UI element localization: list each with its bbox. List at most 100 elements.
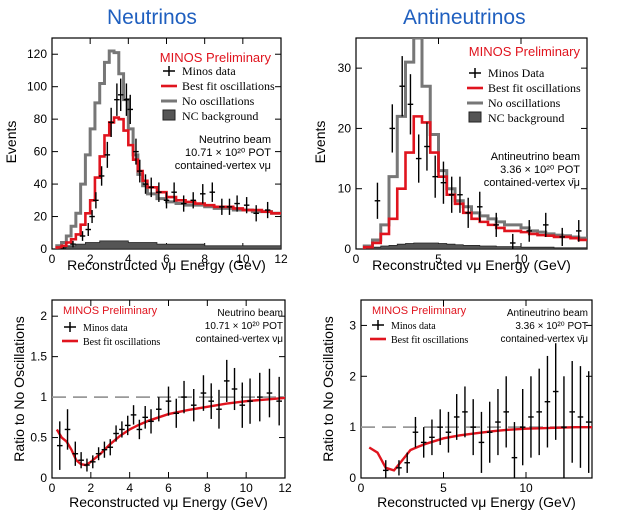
y-tick-label: 1 [40, 390, 47, 404]
data-point [171, 182, 177, 202]
legend-item: NC background [468, 111, 564, 125]
data-point [519, 389, 526, 466]
x-tick-label: 10 [239, 481, 253, 495]
data-point [200, 184, 206, 204]
legend-item: NC background [162, 109, 258, 123]
x-tick-label: 10 [236, 252, 250, 266]
legend-label: No oscillations [488, 96, 561, 110]
data-point [124, 415, 131, 436]
y-tick-label: 40 [34, 177, 48, 191]
data-point [536, 368, 542, 456]
preliminary-label: MINOS Preliminary [372, 305, 467, 317]
y-tick-label: 20 [34, 210, 48, 224]
data-point [544, 355, 551, 448]
data-point [101, 441, 108, 458]
data-point [247, 378, 253, 424]
data-point [89, 455, 96, 469]
neutrinos-title: Neutrinos [107, 6, 197, 29]
data-point [219, 198, 225, 215]
legend-item: Minos data [163, 64, 236, 78]
y-tick-label: 0 [40, 471, 47, 485]
beam-info-line: Antineutrino beam [491, 151, 580, 163]
x-tick-label: 10 [514, 252, 528, 266]
x-axis-label: Reconstructed νμ Energy (GeV) [69, 494, 268, 510]
y-tick-label: 10 [338, 182, 352, 196]
data-point [476, 191, 483, 222]
data-point [84, 458, 90, 472]
y-tick-label: 0 [349, 471, 356, 485]
y-tick-label: 3 [349, 318, 356, 332]
data-point [130, 405, 137, 425]
y-tick-label: 80 [34, 112, 48, 126]
data-point [585, 371, 592, 473]
x-tick-label: 12 [278, 481, 292, 495]
data-point [117, 78, 124, 112]
data-point [575, 220, 582, 242]
x-tick-label: 0 [49, 481, 56, 495]
data-point [136, 419, 143, 440]
x-tick-label: 0 [358, 481, 365, 495]
y-tick-label: 60 [34, 145, 48, 159]
data-point [123, 83, 130, 116]
beam-info-line: contained-vertex ν̄μ [501, 334, 589, 345]
x-tick-label: 6 [163, 252, 170, 266]
data-point [253, 205, 259, 222]
legend-label: Best fit oscillations [488, 81, 581, 95]
data-point [569, 361, 575, 463]
x-tick-label: 8 [201, 252, 208, 266]
y-tick-label: 0 [344, 242, 351, 256]
legend-label: NC background [182, 109, 258, 123]
x-tick-label: 12 [274, 252, 288, 266]
x-tick-label: 0 [49, 252, 56, 266]
data-point [264, 201, 271, 219]
plot-area [361, 343, 592, 478]
x-tick-label: 2 [87, 481, 94, 495]
plot-area [55, 49, 281, 249]
x-tick-label: 8 [204, 481, 211, 495]
data-point [113, 425, 119, 442]
data-point [396, 460, 402, 476]
data-point [239, 382, 246, 428]
legend-label: Best fit oscillations [391, 335, 468, 346]
data-point [142, 174, 149, 194]
data-point [374, 182, 381, 219]
y-tick-label: 120 [27, 47, 47, 61]
data-point [407, 74, 414, 135]
data-point [155, 397, 162, 422]
legend-nc-swatch [162, 109, 176, 121]
legend-item: Best fit oscillations [370, 335, 468, 346]
data-point [440, 161, 447, 204]
data-point [528, 376, 534, 458]
y-axis-label: Events [3, 121, 19, 164]
legend-item: Minos data [372, 320, 436, 332]
data-point [448, 176, 455, 213]
data-point [256, 372, 263, 422]
data-point [552, 343, 559, 440]
data-point [85, 223, 92, 237]
data-point [89, 210, 95, 224]
data-point [437, 409, 443, 445]
data-point [495, 389, 501, 456]
data-point [465, 197, 471, 228]
data-point [412, 416, 419, 448]
y-tick-label: 0 [40, 242, 47, 256]
data-point [231, 367, 238, 411]
y-tick-label: 30 [338, 61, 352, 75]
data-point [276, 376, 282, 426]
x-tick-label: 4 [125, 252, 132, 266]
data-point [420, 427, 427, 458]
x-axis-label: Reconstructed νμ Energy (GeV) [372, 257, 571, 273]
data-point [104, 141, 111, 168]
data-point [486, 401, 493, 463]
beam-info-line: Antineutrino beam [507, 308, 588, 319]
x-tick-label: 4 [126, 481, 133, 495]
data-point [208, 383, 215, 419]
best-fit-curve [55, 396, 285, 467]
data-point [243, 197, 250, 214]
data-point [561, 376, 567, 478]
legend-item: Best fit oscillations [161, 79, 275, 93]
data-point [173, 398, 180, 428]
data-point [107, 439, 114, 456]
